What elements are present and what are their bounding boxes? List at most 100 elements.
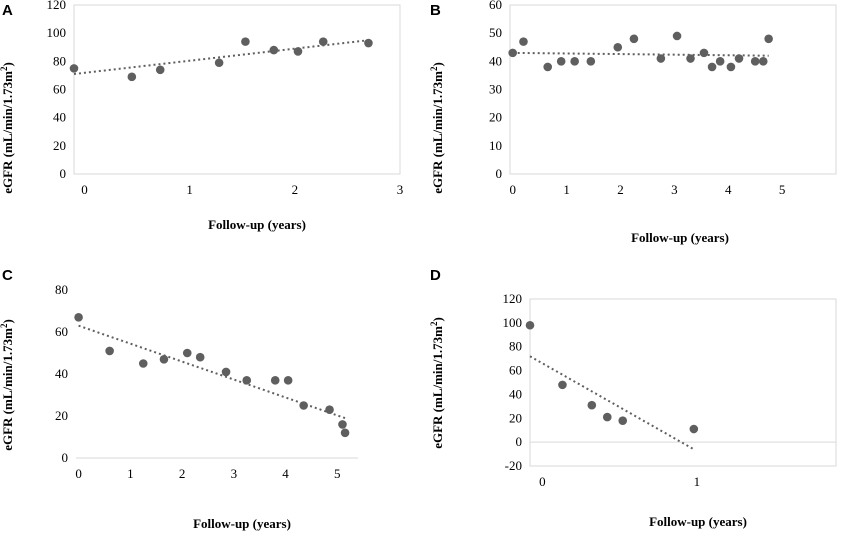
data-point — [672, 31, 682, 41]
x-tick-label: 1 — [127, 466, 134, 481]
data-point — [586, 57, 596, 66]
x-tick-label: 1 — [694, 474, 701, 489]
x-tick-label: 4 — [725, 182, 732, 197]
data-point — [242, 376, 252, 385]
panel-label: C — [2, 267, 13, 284]
x-tick-label: 3 — [671, 182, 678, 197]
data-point — [340, 428, 350, 438]
y-tick-label: 0 — [62, 450, 69, 465]
data-point — [764, 34, 773, 44]
plot-frame — [509, 4, 837, 175]
x-tick-label: 2 — [617, 182, 624, 197]
trendline — [512, 51, 769, 57]
data-point — [127, 72, 137, 82]
data-point — [299, 401, 308, 410]
y-tick-label: -20 — [505, 458, 522, 473]
panel-b: B eGFR (mL/min/1.73m2) Follow-up (years)… — [429, 0, 837, 245]
trendline — [73, 39, 369, 76]
data-point — [689, 424, 699, 434]
data-point — [629, 34, 639, 44]
trendline — [529, 355, 695, 451]
data-point — [558, 380, 567, 390]
x-tick-label: 5 — [779, 182, 786, 197]
panel-label: A — [2, 2, 13, 19]
x-axis-label: Follow-up (years) — [193, 516, 291, 531]
data-point — [525, 320, 535, 330]
x-tick-label: 1 — [563, 182, 570, 197]
data-point — [699, 48, 709, 58]
data-point — [318, 37, 328, 46]
data-point — [750, 57, 760, 66]
data-point — [159, 355, 169, 364]
y-tick-label: 60 — [509, 363, 522, 378]
y-tick-label: 40 — [55, 366, 68, 381]
x-axis-label: Follow-up (years) — [631, 230, 729, 245]
data-point — [69, 64, 79, 73]
y-tick-label: 120 — [503, 291, 523, 306]
y-tick-label: 60 — [489, 0, 502, 12]
y-tick-label: 60 — [55, 324, 68, 339]
data-point — [241, 37, 250, 46]
data-point — [570, 57, 579, 66]
x-axis-label: Follow-up (years) — [649, 514, 747, 529]
x-tick-label: 3 — [231, 466, 238, 481]
data-point — [602, 412, 612, 422]
data-point — [613, 42, 623, 52]
data-point — [195, 352, 205, 362]
x-tick-label: 5 — [334, 466, 341, 481]
y-tick-label: 40 — [53, 110, 66, 125]
data-point — [508, 48, 517, 58]
data-point — [138, 359, 148, 368]
data-point — [715, 57, 725, 66]
y-tick-label: 40 — [509, 386, 522, 401]
y-axis-label: eGFR (mL/min/1.73m2) — [0, 319, 15, 451]
data-point — [686, 54, 695, 63]
data-point — [214, 58, 224, 68]
data-point — [519, 37, 528, 46]
y-tick-label: 80 — [55, 282, 68, 297]
x-tick-label: 3 — [397, 182, 404, 197]
x-tick-label: 0 — [539, 474, 546, 489]
y-tick-label: 20 — [55, 408, 68, 423]
y-axis-label: eGFR (mL/min/1.73m2) — [429, 62, 445, 194]
y-tick-label: 40 — [489, 53, 502, 68]
y-tick-label: 60 — [53, 82, 66, 97]
y-tick-label: 0 — [516, 434, 523, 449]
data-point — [707, 62, 717, 72]
y-tick-label: 20 — [509, 410, 522, 425]
data-point — [325, 405, 334, 415]
x-tick-label: 0 — [81, 182, 88, 197]
x-tick-label: 0 — [509, 182, 516, 197]
y-tick-label: 120 — [47, 0, 67, 12]
data-point — [364, 38, 373, 48]
x-tick-label: 2 — [292, 182, 299, 197]
y-tick-label: 10 — [489, 138, 502, 153]
plot-frame — [73, 4, 401, 175]
x-tick-label: 1 — [186, 182, 193, 197]
data-point — [182, 348, 192, 358]
data-point — [758, 57, 768, 66]
data-point — [656, 54, 666, 63]
data-point — [221, 367, 231, 377]
data-point — [556, 57, 566, 66]
data-point — [155, 65, 165, 75]
y-tick-label: 50 — [489, 25, 502, 40]
data-point — [269, 45, 279, 55]
y-tick-label: 80 — [509, 339, 522, 354]
data-point — [270, 376, 280, 385]
y-tick-label: 20 — [489, 110, 502, 125]
y-tick-label: 20 — [53, 138, 66, 153]
y-tick-label: 0 — [60, 166, 67, 181]
data-point — [618, 416, 628, 425]
y-axis-label: eGFR (mL/min/1.73m2) — [0, 62, 15, 194]
plot-frame — [529, 298, 837, 467]
y-tick-label: 100 — [47, 25, 67, 40]
x-axis-label: Follow-up (years) — [208, 217, 306, 232]
y-tick-label: 80 — [53, 53, 66, 68]
panel-label: B — [430, 2, 441, 19]
y-axis-label: eGFR (mL/min/1.73m2) — [429, 317, 445, 449]
data-point — [734, 54, 744, 63]
data-point — [105, 346, 114, 356]
y-tick-label: 0 — [496, 166, 503, 181]
data-point — [74, 313, 83, 322]
